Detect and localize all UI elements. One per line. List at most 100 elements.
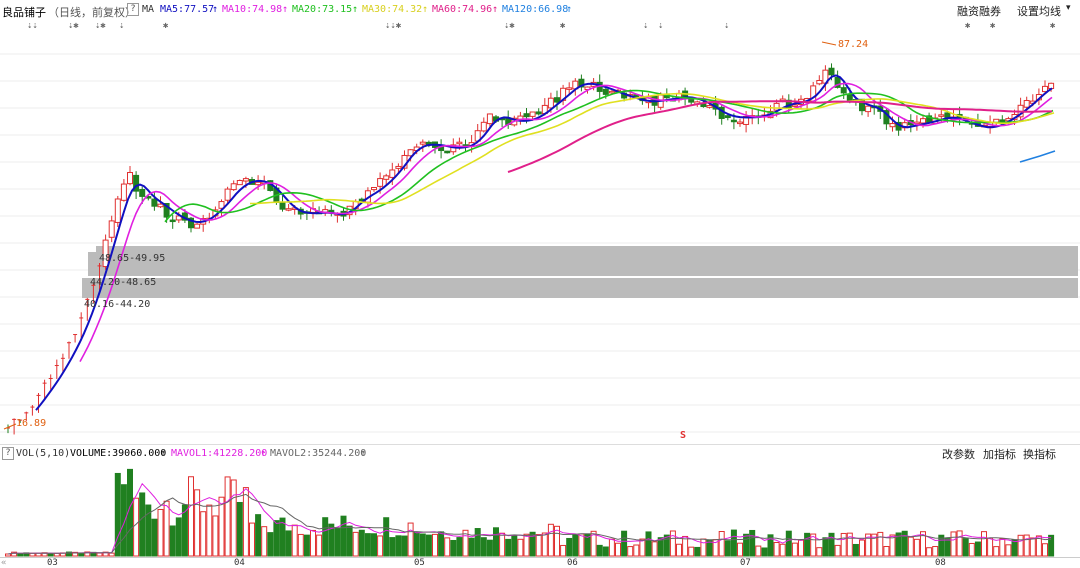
candle-body <box>706 105 713 108</box>
price-chart[interactable] <box>0 34 1080 444</box>
event-marker[interactable]: ⇣ <box>643 21 649 31</box>
candle-body <box>224 188 231 201</box>
volume-bar <box>438 531 445 557</box>
volume-bar <box>224 476 231 557</box>
candlestick <box>566 82 573 96</box>
volume-bar <box>535 534 542 557</box>
candle-body <box>834 76 841 88</box>
volume-bar <box>120 484 127 557</box>
volume-bar <box>938 534 945 557</box>
volume-bar <box>767 534 774 557</box>
low-price-pointer <box>3 423 17 430</box>
ma10-line <box>79 82 1053 362</box>
volume-chart[interactable] <box>0 460 1080 557</box>
period-label: （日线，前复权） <box>48 6 136 19</box>
volume-bar <box>175 517 182 557</box>
candle-body <box>938 114 945 117</box>
set-ma-button[interactable]: 设置均线 <box>1017 5 1061 18</box>
chevron-down-icon[interactable]: ▾ <box>1066 3 1071 13</box>
candlestick <box>840 81 847 100</box>
volume-bar <box>413 531 420 557</box>
event-marker[interactable]: ✱ <box>965 21 971 31</box>
event-marker[interactable]: ✱ <box>990 21 996 31</box>
candlestick <box>816 75 823 86</box>
volume-bar <box>663 534 670 557</box>
volume-bar <box>108 552 115 557</box>
volume-ma-lines <box>7 482 1052 555</box>
volume-bar <box>267 532 274 557</box>
candle-body <box>395 165 402 169</box>
chip-zone-bar <box>88 252 1078 276</box>
scroll-left-icon[interactable]: « <box>1 558 7 568</box>
volume-bar <box>96 552 103 557</box>
chip-zone-label: 48.65-49.95 <box>99 253 166 264</box>
help-icon[interactable]: ? <box>127 3 139 16</box>
candle-body <box>383 175 390 180</box>
volume-bar <box>352 531 359 557</box>
event-marker[interactable]: ✱ <box>560 21 566 31</box>
candlestick <box>236 179 243 186</box>
candle-body <box>999 119 1006 123</box>
volume-bar <box>432 533 438 557</box>
candlestick <box>151 191 158 211</box>
stock-name[interactable]: 良品铺子 <box>2 6 46 19</box>
volume-bar <box>279 517 286 557</box>
candlestick <box>322 205 329 216</box>
volume-bar <box>962 538 969 557</box>
chip-zone-label: 44.20-48.65 <box>90 277 157 288</box>
event-marker[interactable]: ✱ <box>163 21 169 31</box>
volume-bar <box>340 515 347 557</box>
event-marker[interactable]: ⇣ <box>724 21 730 31</box>
event-marker[interactable]: ⇣✱ <box>95 21 106 31</box>
volume-bar <box>450 539 457 557</box>
volume-bar <box>785 530 792 557</box>
change-params-button[interactable]: 改参数 <box>942 448 975 461</box>
moving-average-lines <box>35 74 1056 411</box>
add-indicator-button[interactable]: 加指标 <box>983 448 1016 461</box>
volume-bar <box>395 535 402 557</box>
s-signal-marker[interactable]: S <box>680 430 687 441</box>
volume-bar <box>773 541 780 557</box>
event-marker[interactable]: ⇣ <box>658 21 664 31</box>
volume-bar <box>425 534 432 557</box>
volume-bars <box>5 468 1055 557</box>
switch-indicator-button[interactable]: 换指标 <box>1023 448 1056 461</box>
volume-bar <box>541 532 548 557</box>
volume-help-icon[interactable]: ? <box>2 447 14 460</box>
event-markers-row: ⇣⇣ ⇣✱ ⇣✱ ⇣ ✱ ⇣⇣✱ ⇣✱ ✱ ⇣ ⇣ ⇣ ✱ ✱ ✱ <box>0 20 1080 34</box>
volume-bar <box>480 537 487 557</box>
volume-bar <box>621 530 628 557</box>
volume-bar <box>303 534 310 557</box>
candle-body <box>773 102 780 111</box>
volume-bar <box>645 531 652 557</box>
volume-bar <box>547 523 554 557</box>
event-marker[interactable]: ⇣ <box>119 21 125 31</box>
volume-bar <box>486 539 493 557</box>
candlestick <box>218 199 225 217</box>
event-marker[interactable]: ⇣⇣✱ <box>385 21 402 31</box>
volume-bar <box>639 538 646 557</box>
event-marker[interactable]: ⇣✱ <box>504 21 515 31</box>
volume-bar <box>1017 534 1024 557</box>
volume-bar <box>358 529 365 557</box>
volume-bar <box>78 553 85 557</box>
volume-bar <box>291 524 298 557</box>
candlestick <box>371 186 377 192</box>
candlestick <box>389 162 396 185</box>
margin-trading-button[interactable]: 融资融券 <box>957 5 1001 18</box>
volume-bar <box>669 530 676 557</box>
candlestick <box>486 113 493 128</box>
candle-body <box>566 87 573 90</box>
candlestick <box>36 393 41 413</box>
mavol1-up-arrow-icon: ↑ <box>260 448 267 459</box>
volume-bar <box>901 530 908 557</box>
event-marker[interactable]: ⇣⇣ <box>27 21 38 31</box>
volume-bar <box>523 533 530 557</box>
volume-bar <box>846 532 853 557</box>
candle-body <box>218 201 225 209</box>
volume-bar <box>102 551 109 557</box>
volume-bar <box>346 525 353 557</box>
volume-bar <box>230 479 237 557</box>
event-marker[interactable]: ✱ <box>1050 21 1056 31</box>
event-marker[interactable]: ⇣✱ <box>68 21 79 31</box>
